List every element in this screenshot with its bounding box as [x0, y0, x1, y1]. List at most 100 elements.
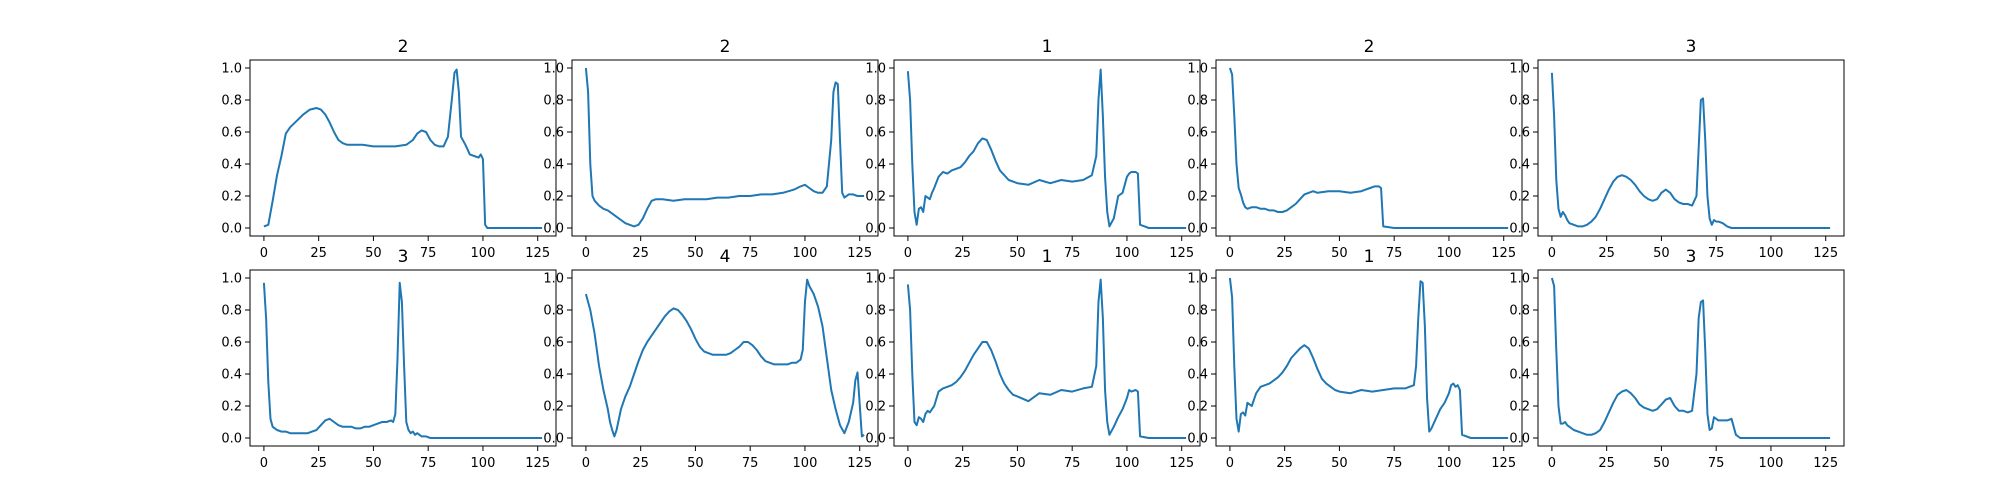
y-tick-label: 0.0	[221, 432, 242, 447]
y-tick-label: 0.0	[1187, 222, 1208, 237]
subplot-6: 3 0 25 50 75 100 125 0.0 0.2 0.4 0.6 0.8 1.0	[221, 247, 557, 471]
x-tick-label: 100	[1437, 246, 1462, 261]
x-tick-label: 125	[1813, 246, 1838, 261]
x-tick-label: 25	[632, 456, 649, 471]
x-tick-label: 0	[582, 456, 590, 471]
y-tick-label: 1.0	[1187, 62, 1208, 77]
x-tick-label: 125	[847, 246, 872, 261]
series-line	[1228, 67, 1509, 229]
subplot-title: 2	[398, 37, 409, 57]
x-tick-label: 0	[904, 456, 912, 471]
y-tick-label: 0.0	[1187, 432, 1208, 447]
x-tick-label: 100	[1759, 456, 1784, 471]
x-tick-label: 50	[1331, 246, 1348, 261]
y-tick-label: 0.8	[543, 94, 564, 109]
axes-frame	[249, 59, 557, 237]
subplot-title: 1	[1042, 37, 1053, 57]
series-line	[584, 278, 865, 438]
axes-frame	[571, 59, 879, 237]
x-tick-label: 125	[847, 456, 872, 471]
y-tick-label: 0.8	[1187, 304, 1208, 319]
y-tick-label: 0.8	[865, 304, 886, 319]
x-tick-label: 75	[742, 246, 759, 261]
axes-frame	[1215, 269, 1523, 447]
y-tick-label: 0.8	[865, 94, 886, 109]
x-tick-label: 25	[954, 246, 971, 261]
x-tick-label: 25	[310, 456, 327, 471]
subplot-5: 3 0 25 50 75 100 125 0.0 0.2 0.4 0.6 0.8 1.0	[1509, 37, 1845, 261]
subplot-2: 2 0 25 50 75 100 125 0.0 0.2 0.4 0.6 0.8 1.0	[543, 37, 879, 261]
y-tick-label: 0.0	[221, 222, 242, 237]
x-tick-label: 125	[1813, 456, 1838, 471]
x-tick-label: 75	[420, 246, 437, 261]
series-line	[906, 278, 1187, 439]
y-tick-label: 0.4	[865, 368, 886, 383]
y-tick-label: 0.2	[1187, 400, 1208, 415]
subplot-title: 4	[720, 247, 731, 267]
y-tick-label: 0.2	[221, 400, 242, 415]
x-tick-label: 75	[1708, 246, 1725, 261]
series-line	[1550, 72, 1831, 229]
y-tick-label: 0.6	[1509, 336, 1530, 351]
series-line	[263, 68, 543, 229]
y-tick-label: 1.0	[1509, 272, 1530, 287]
x-tick-label: 50	[687, 246, 704, 261]
axes-frame	[1215, 59, 1523, 237]
subplot-4: 2 0 25 50 75 100 125 0.0 0.2 0.4 0.6 0.8 1.0	[1187, 37, 1523, 261]
x-tick-label: 0	[904, 246, 912, 261]
y-tick-label: 1.0	[865, 272, 886, 287]
y-tick-label: 0.0	[1509, 432, 1530, 447]
x-tick-label: 75	[1064, 456, 1081, 471]
x-tick-label: 75	[742, 456, 759, 471]
x-tick-label: 25	[632, 246, 649, 261]
x-tick-label: 0	[260, 246, 268, 261]
axes-frame	[1537, 269, 1845, 447]
y-tick-label: 0.0	[865, 222, 886, 237]
x-tick-label: 100	[1437, 456, 1462, 471]
x-tick-label: 0	[1548, 246, 1556, 261]
y-tick-label: 0.6	[221, 336, 242, 351]
x-tick-label: 125	[1491, 456, 1516, 471]
y-tick-label: 0.6	[1187, 126, 1208, 141]
x-tick-label: 25	[1276, 246, 1293, 261]
y-tick-label: 0.4	[865, 158, 886, 173]
y-tick-label: 0.6	[221, 126, 242, 141]
subplot-1: 2 0 25 50 75 100 125 0.0 0.2 0.4 0.6 0.8 1.0	[221, 37, 557, 261]
y-tick-label: 0.8	[1509, 304, 1530, 319]
x-tick-label: 125	[1491, 246, 1516, 261]
y-tick-label: 0.6	[865, 126, 886, 141]
subplot-title: 3	[1686, 247, 1697, 267]
subplot-title: 2	[720, 37, 731, 57]
x-tick-label: 100	[471, 456, 496, 471]
x-tick-label: 125	[525, 246, 550, 261]
y-tick-label: 1.0	[221, 272, 242, 287]
x-tick-label: 75	[420, 456, 437, 471]
y-tick-label: 0.4	[1187, 368, 1208, 383]
y-tick-label: 0.6	[1187, 336, 1208, 351]
y-tick-label: 0.0	[865, 432, 886, 447]
y-tick-label: 0.2	[1187, 190, 1208, 205]
x-tick-label: 125	[1169, 456, 1194, 471]
y-tick-label: 0.0	[543, 432, 564, 447]
y-tick-label: 0.8	[221, 94, 242, 109]
x-tick-label: 25	[1598, 246, 1615, 261]
y-tick-label: 0.6	[1509, 126, 1530, 141]
axes-frame	[893, 269, 1201, 447]
subplot-title: 2	[1364, 37, 1375, 57]
axes-frame	[249, 269, 557, 447]
y-tick-label: 0.8	[1509, 94, 1530, 109]
x-tick-label: 0	[582, 246, 590, 261]
y-tick-label: 0.0	[543, 222, 564, 237]
x-tick-label: 100	[793, 246, 818, 261]
y-tick-label: 0.8	[1187, 94, 1208, 109]
series-line	[584, 67, 865, 228]
x-tick-label: 0	[1226, 456, 1234, 471]
y-tick-label: 0.4	[1509, 368, 1530, 383]
x-tick-label: 50	[687, 456, 704, 471]
x-tick-label: 25	[1276, 456, 1293, 471]
y-tick-label: 1.0	[1187, 272, 1208, 287]
x-tick-label: 50	[1331, 456, 1348, 471]
y-tick-label: 0.6	[865, 336, 886, 351]
y-tick-label: 1.0	[221, 62, 242, 77]
axes-frame	[571, 269, 879, 447]
